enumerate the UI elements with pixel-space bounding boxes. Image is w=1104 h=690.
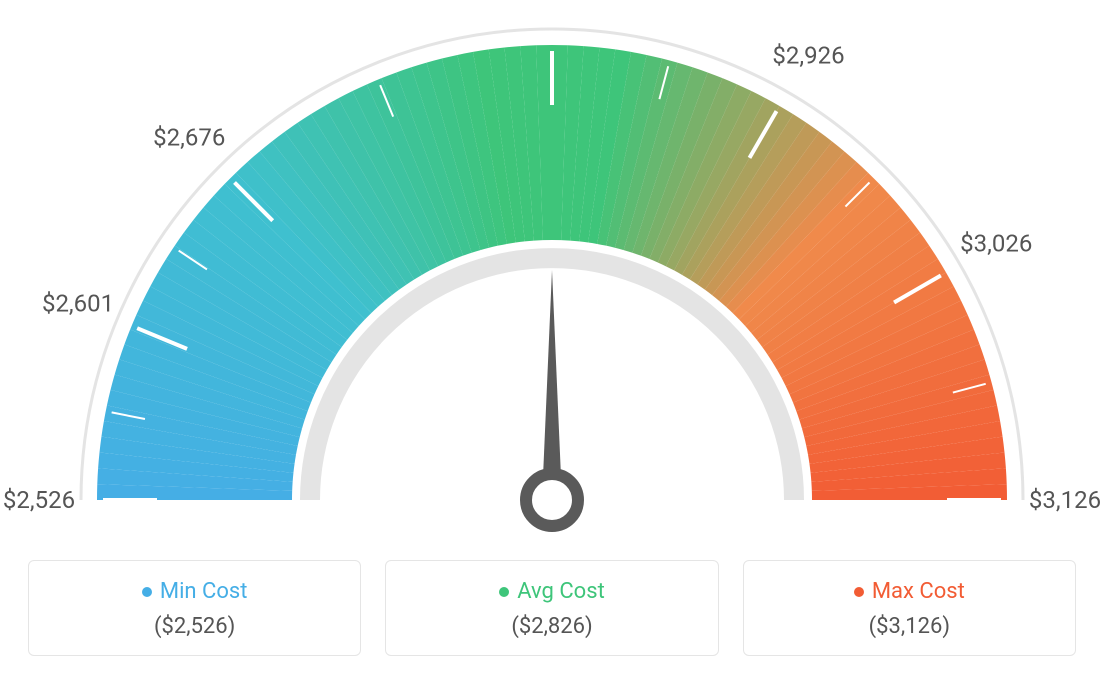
dot-icon — [499, 587, 509, 597]
legend-card-min: Min Cost ($2,526) — [28, 560, 361, 656]
gauge-tick-label: $2,926 — [772, 42, 844, 70]
legend-title-max: Max Cost — [854, 579, 965, 604]
gauge-tick-label: $3,126 — [1029, 486, 1101, 514]
legend-value: ($2,526) — [39, 614, 350, 639]
gauge-hub — [526, 474, 578, 526]
dot-icon — [142, 587, 152, 597]
gauge-tick-label: $2,676 — [153, 123, 225, 151]
gauge-svg: $2,526 $2,601 $2,676 $2,826 $2,926 $3,026 $3,1… — [0, 0, 1104, 560]
legend-label: Min Cost — [160, 579, 248, 604]
gauge-chart: $2,526 $2,601 $2,676 $2,826 $2,926 $3,026 $3,1… — [0, 0, 1104, 560]
legend-label: Max Cost — [872, 579, 965, 604]
gauge-tick-label: $2,601 — [42, 290, 114, 318]
dot-icon — [854, 587, 864, 597]
gauge-tick-label: $2,826 — [516, 0, 588, 1]
legend-label: Avg Cost — [517, 579, 605, 604]
gauge-tick-label: $3,026 — [960, 230, 1032, 258]
legend-card-avg: Avg Cost ($2,826) — [385, 560, 718, 656]
legend-card-max: Max Cost ($3,126) — [743, 560, 1076, 656]
legend-value: ($2,826) — [396, 614, 707, 639]
legend-value: ($3,126) — [754, 614, 1065, 639]
legend-title-min: Min Cost — [142, 579, 248, 604]
legend-row: Min Cost ($2,526) Avg Cost ($2,826) Max … — [0, 560, 1104, 656]
legend-title-avg: Avg Cost — [499, 579, 605, 604]
gauge-tick-label: $2,526 — [3, 486, 75, 514]
gauge-needle — [542, 270, 562, 500]
